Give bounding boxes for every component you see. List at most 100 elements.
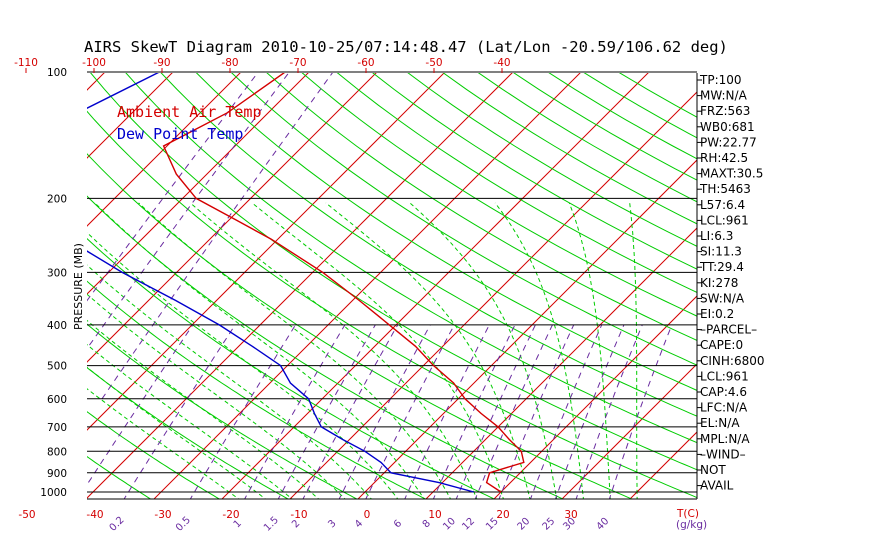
dry-adiabat-line	[125, 73, 697, 444]
index-value: MPL:N/A	[700, 432, 750, 446]
dry-adiabat-line	[372, 73, 697, 270]
bottom-temperature-tick-label: -10	[290, 509, 307, 521]
mixing-ratio-line	[474, 324, 553, 499]
dry-adiabat-line	[87, 237, 496, 499]
pressure-tick-labels: 100 200 300 400 500 600 700 800 900 1000	[40, 67, 67, 499]
isotherm-line	[289, 91, 697, 499]
legend-dew-point-temp: Dew Point Temp	[117, 125, 243, 143]
moist-adiabat-line	[189, 202, 478, 499]
mixing-ratio-line	[189, 324, 296, 499]
dew-point-temp-line	[87, 73, 474, 493]
top-temperature-tick-label: -60	[357, 57, 374, 69]
index-value: LFC:N/A	[700, 401, 748, 415]
dry-adiabat-line	[160, 73, 697, 417]
index-value: TP:100	[699, 73, 742, 87]
index-value: MAXT:30.5	[700, 167, 763, 181]
isotherm-line	[153, 73, 581, 499]
legend-ambient-air-temp: Ambient Air Temp	[117, 103, 262, 121]
ambient-air-temp-line	[162, 73, 525, 493]
top-temperature-tick-label: -50	[425, 57, 442, 69]
top-temperature-tick-label: -40	[493, 57, 510, 69]
mixing-ratio-line	[87, 73, 259, 302]
index-value: –PARCEL–	[700, 323, 757, 337]
mixing-ratio-line	[101, 73, 333, 400]
moist-adiabat-line	[87, 366, 267, 499]
pressure-tick-label: 1000	[40, 487, 67, 499]
bottom-temperature-tick-label: -50	[18, 509, 35, 521]
index-value: CAPE:0	[700, 338, 743, 352]
moist-adiabat-line	[325, 202, 531, 499]
y-axis-label: PRESSURE (MB)	[72, 243, 85, 330]
index-value: NOT	[700, 463, 726, 477]
bottom-temperature-tick-label: 30	[564, 509, 577, 521]
index-value: L57:6.4	[700, 198, 745, 212]
index-value: LCL:961	[700, 369, 749, 383]
moist-adiabat-line	[629, 202, 638, 499]
bottom-temperature-tick-label: -30	[154, 509, 171, 521]
top-temperature-tick-label: -70	[289, 57, 306, 69]
index-value: FRZ:563	[700, 104, 750, 118]
moist-adiabat-line	[409, 202, 558, 499]
dry-adiabat-line	[87, 110, 697, 499]
index-value: SW:N/A	[700, 291, 745, 305]
dry-adiabat-line	[87, 411, 221, 499]
moist-adiabat-line	[494, 202, 584, 499]
index-value: MW:N/A	[700, 89, 748, 103]
isotherm-line	[87, 73, 445, 431]
index-value: TT:29.4	[699, 260, 744, 274]
index-value: EL:N/A	[700, 416, 740, 430]
pressure-tick-label: 900	[47, 468, 67, 480]
index-value: EI:0.2	[700, 307, 734, 321]
chart-title: AIRS SkewT Diagram 2010-10-25/07:14:48.4…	[84, 38, 728, 56]
isotherm-line	[87, 73, 377, 363]
dry-adiabat-line	[407, 73, 697, 247]
index-value: SI:11.3	[700, 245, 742, 259]
isotherm-line	[425, 227, 697, 499]
mixing-ratio-unit-label: (g/kg)	[676, 519, 707, 531]
mixing-ratio-line	[87, 324, 194, 486]
mixing-ratio-line	[575, 324, 643, 499]
top-temperature-tick-label: -100	[82, 57, 106, 69]
bottom-temperature-tick-label: -20	[222, 509, 239, 521]
mixing-ratio-line	[498, 324, 575, 499]
dry-adiabat-line	[301, 73, 697, 317]
index-value: TH:5463	[699, 182, 751, 196]
dry-adiabat-line	[87, 456, 152, 499]
pressure-tick-label: 600	[47, 394, 67, 406]
pressure-tick-label: 700	[47, 422, 67, 434]
isotherm-line	[493, 295, 697, 499]
isotherm-line	[87, 73, 309, 295]
pressure-tick-label: 300	[47, 267, 67, 279]
dry-adiabat-line	[231, 73, 697, 366]
moist-adiabat-line	[138, 202, 452, 499]
top-temperature-tick-label: -90	[153, 57, 170, 69]
bottom-temperature-tick-label: 10	[428, 509, 441, 521]
plot-grid	[87, 73, 697, 499]
bottom-temperature-tick-labels: -50 -40 -30 -20 -10 0 10 20 30	[18, 509, 577, 521]
moist-adiabat-line	[568, 202, 611, 499]
moist-adiabat-line	[87, 388, 240, 499]
dry-adiabat-line	[87, 280, 427, 499]
mixing-ratio-line	[123, 324, 236, 499]
pressure-tick-label: 800	[47, 446, 67, 458]
index-value: CAP:4.6	[700, 385, 747, 399]
bottom-temperature-tick-label: -40	[86, 509, 103, 521]
index-value: RH:42.5	[700, 151, 748, 165]
index-value: KI:278	[700, 276, 738, 290]
mixing-ratio-line	[87, 73, 290, 350]
bottom-temperature-tick-label: 20	[496, 509, 509, 521]
moist-adiabat-line	[87, 231, 399, 499]
index-value: WB0:681	[700, 120, 755, 134]
top-temperature-tick-label: -80	[221, 57, 238, 69]
isotherm-line	[561, 363, 697, 499]
mixing-ratio-line	[365, 324, 455, 499]
index-value: LCL:961	[700, 213, 749, 227]
isotherm-line	[87, 73, 513, 499]
mixing-ratio-line	[608, 324, 673, 499]
index-value: CINH:6800	[700, 354, 765, 368]
moist-adiabat-line	[87, 264, 373, 499]
index-value: –WIND–	[700, 447, 746, 461]
index-value: AVAIL	[700, 479, 734, 493]
dry-adiabat-line	[266, 73, 697, 341]
